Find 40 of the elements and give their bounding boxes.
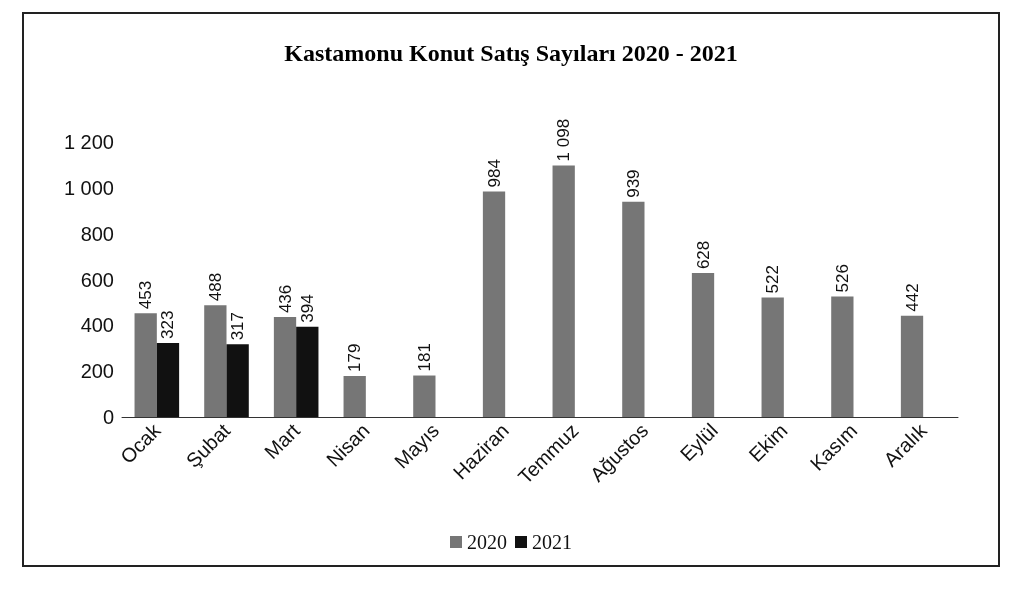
bar — [482, 191, 506, 417]
data-label: 323 — [158, 310, 178, 339]
y-tick-label: 200 — [80, 360, 114, 383]
data-label: 526 — [832, 264, 852, 293]
bar — [761, 297, 784, 417]
legend-label: 2020 — [467, 531, 507, 553]
data-label: 181 — [414, 343, 434, 372]
data-label: 522 — [763, 265, 783, 294]
data-label: 442 — [902, 283, 922, 312]
data-label: 394 — [297, 294, 317, 323]
bar — [273, 317, 297, 417]
chart-title: Kastamonu Konut Satış Sayıları 2020 - 2021 — [284, 40, 738, 66]
data-label: 1 098 — [554, 118, 574, 162]
data-label: 179 — [345, 343, 365, 372]
legend-label: 2021 — [532, 531, 572, 553]
y-tick-label: 600 — [80, 268, 114, 291]
data-label: 317 — [228, 311, 248, 341]
y-tick-label: 1 200 — [63, 131, 114, 153]
data-label: 453 — [136, 280, 156, 310]
bar — [343, 375, 366, 417]
bar — [296, 326, 319, 417]
data-label: 436 — [275, 284, 295, 314]
bar — [691, 273, 715, 417]
data-label: 628 — [693, 240, 713, 270]
bar — [552, 165, 575, 417]
y-tick-label: 1 000 — [63, 176, 114, 199]
bar — [226, 344, 249, 417]
y-tick-label: 800 — [80, 222, 114, 245]
bar — [156, 342, 180, 417]
bar — [413, 375, 436, 417]
bar — [622, 201, 645, 417]
bar — [134, 313, 157, 417]
y-tick-label: 0 — [102, 406, 114, 428]
bar — [831, 296, 854, 417]
bar — [204, 305, 227, 417]
y-tick-label: 400 — [80, 314, 114, 337]
data-label: 939 — [623, 169, 643, 198]
data-label: 984 — [484, 159, 504, 188]
bar — [900, 315, 924, 417]
data-label: 488 — [205, 272, 225, 302]
